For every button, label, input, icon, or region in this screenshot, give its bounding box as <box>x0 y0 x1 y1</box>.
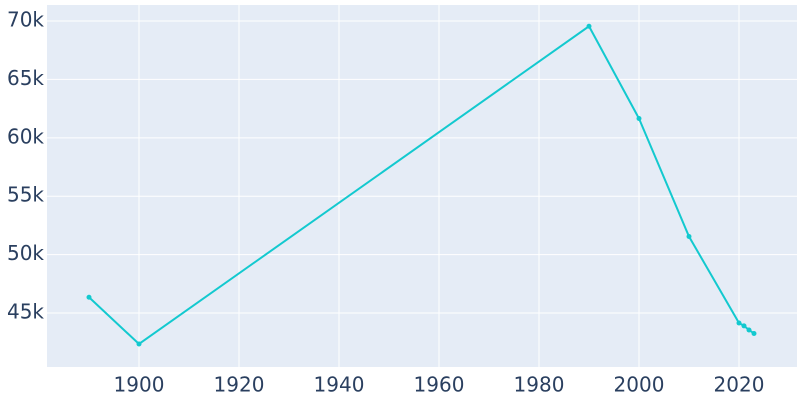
point <box>746 327 752 333</box>
y-tick-label: 65k <box>7 66 44 90</box>
y-tick-label: 70k <box>7 8 44 32</box>
plot-area <box>47 5 797 367</box>
x-tick-label: 1900 <box>114 373 165 397</box>
point <box>741 323 747 329</box>
y-tick-label: 50k <box>7 241 44 265</box>
x-tick-label: 2020 <box>714 373 765 397</box>
point <box>86 294 92 300</box>
point <box>751 330 757 336</box>
point <box>136 341 142 347</box>
x-tick-label: 2000 <box>614 373 665 397</box>
point <box>736 320 742 326</box>
y-tick-label: 55k <box>7 183 44 207</box>
point <box>686 234 692 240</box>
point <box>636 116 642 122</box>
x-tick-label: 1960 <box>414 373 465 397</box>
x-tick-label: 1940 <box>314 373 365 397</box>
y-tick-label: 60k <box>7 124 44 148</box>
point <box>586 23 592 29</box>
x-tick-label: 1980 <box>514 373 565 397</box>
y-tick-label: 45k <box>7 300 44 324</box>
x-tick-label: 1920 <box>214 373 265 397</box>
